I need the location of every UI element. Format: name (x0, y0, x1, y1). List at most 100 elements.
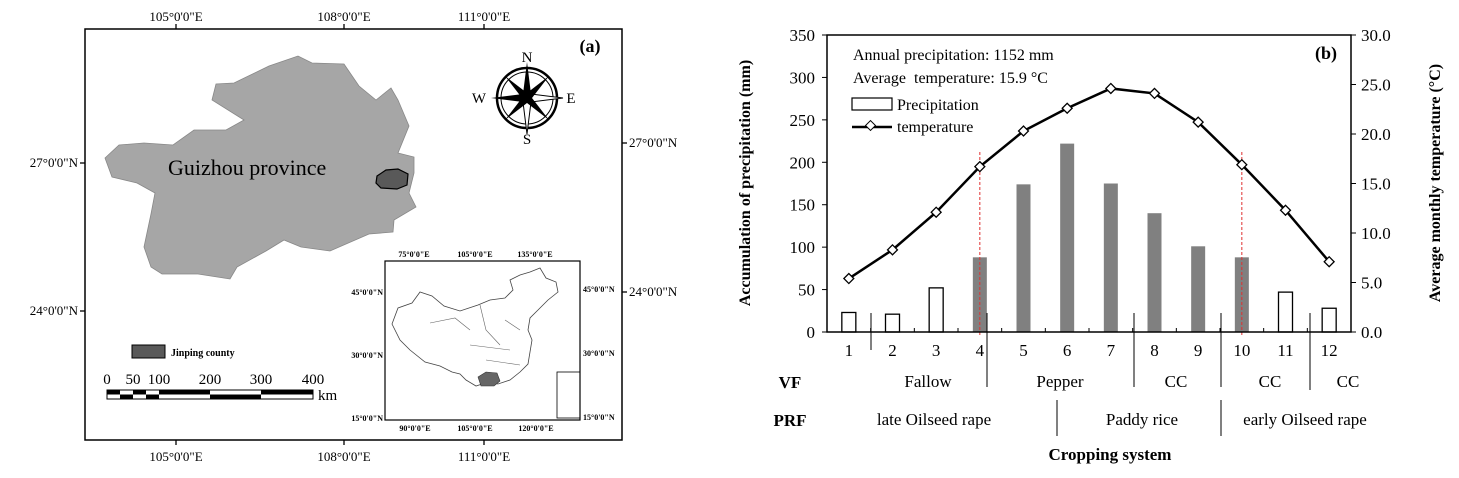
temperature-point (1017, 125, 1030, 137)
map-top-tick: 111°0'0"E (458, 9, 510, 24)
panel-label-a: (a) (580, 36, 601, 57)
left-tick-label: 350 (790, 26, 816, 45)
right-axis-title: Average monthly temperature (°C) (1427, 64, 1444, 302)
plot-frame (826, 34, 1352, 333)
temperature-point (930, 206, 943, 219)
inset-tick: 135°0'0"E (517, 250, 552, 259)
map-top-tick: 108°0'0"E (317, 9, 370, 24)
scale-label: 100 (148, 372, 171, 388)
compass-w: W (472, 91, 487, 107)
left-tick-label: 100 (790, 238, 816, 257)
right-tick-label: 0.0 (1361, 323, 1382, 342)
legend-county-label: Jinping county (171, 348, 235, 359)
jinping-county-shape (375, 168, 409, 190)
inset-tick: 15°0'0"N (351, 414, 383, 423)
left-axis-title: Accumulation of precipitation (mm) (737, 60, 754, 306)
legend-bar-swatch (851, 97, 893, 111)
compass-n: N (522, 50, 533, 66)
precipitation-bar (928, 287, 944, 333)
temperature-point (973, 160, 986, 173)
month-label: 3 (932, 341, 941, 360)
temperature-point (886, 243, 899, 256)
province-label: Guizhou province (168, 155, 326, 180)
map-panel: 105°0'0"E 108°0'0"E 111°0'0"E 105°0'0"E … (30, 9, 678, 464)
right-tick-label: 10.0 (1361, 224, 1391, 243)
map-left-tick: 24°0'0"N (30, 303, 79, 318)
panel-label-b: (b) (1315, 43, 1337, 64)
month-label: 5 (1019, 341, 1028, 360)
inset-tick: 15°0'0"N (583, 413, 615, 422)
temperature-polyline (848, 87, 1331, 280)
temperature-point (1279, 204, 1292, 217)
temperature-point (1192, 116, 1205, 128)
temperature-point (1235, 158, 1248, 171)
precipitation-bars (841, 143, 1337, 333)
vf-cc: CC (1259, 372, 1282, 391)
prf-late-oilseed-rape: late Oilseed rape (877, 410, 991, 429)
inset-tick: 90°0'0"E (399, 424, 430, 433)
month-label: 8 (1150, 341, 1159, 360)
month-labels: 1 2 3 4 5 6 7 8 9 10 11 12 (826, 328, 1338, 360)
scale-label: 300 (250, 372, 273, 388)
legend-temperature: temperature (897, 119, 973, 136)
right-tick-label: 15.0 (1361, 175, 1391, 194)
scale-label: 50 (126, 372, 141, 388)
inset-tick: 75°0'0"E (398, 250, 429, 259)
precipitation-bar (841, 311, 857, 333)
average-temperature-note: Average temperature: 15.9 °C (853, 70, 1048, 87)
precipitation-bar (1277, 291, 1294, 333)
china-inset-map: 75°0'0"E 105°0'0"E 135°0'0"E 90°0'0"E 10… (351, 250, 615, 433)
right-tick-label: 25.0 (1361, 76, 1391, 95)
season-dividers (979, 152, 1243, 335)
inset-tick: 105°0'0"E (457, 424, 492, 433)
month-label: 10 (1233, 341, 1250, 360)
left-tick-label: 0 (807, 323, 816, 342)
precipitation-bar (884, 313, 901, 333)
vf-cc: CC (1165, 372, 1188, 391)
map-left-tick: 27°0'0"N (30, 155, 79, 170)
precipitation-bar (1103, 183, 1118, 332)
left-axis-ticks: 0 50 100 150 200 250 300 350 (790, 26, 827, 342)
map-right-tick: 27°0'0"N (629, 135, 678, 150)
legend-diamond-icon (864, 119, 877, 132)
left-tick-label: 150 (790, 196, 816, 215)
scale-bar: 0 50 100 200 300 400 km (103, 372, 337, 404)
compass-e: E (566, 91, 575, 107)
month-label: 2 (888, 341, 897, 360)
month-label: 12 (1321, 341, 1338, 360)
temperature-point (1148, 87, 1161, 100)
temperature-point (1323, 255, 1336, 268)
precipitation-bar (1060, 143, 1075, 332)
inset-tick: 105°0'0"E (457, 250, 492, 259)
right-tick-label: 30.0 (1361, 26, 1391, 45)
vf-cc: CC (1337, 372, 1360, 391)
annual-precipitation-note: Annual precipitation: 1152 mm (853, 47, 1054, 64)
map-bottom-tick: 111°0'0"E (458, 449, 510, 464)
scale-label: 400 (302, 372, 325, 388)
left-tick-label: 200 (790, 153, 816, 172)
temperature-point (1061, 102, 1074, 115)
legend-precipitation: Precipitation (897, 97, 979, 114)
precipitation-bar (1321, 307, 1337, 333)
left-tick-label: 250 (790, 111, 816, 130)
month-label: 4 (976, 341, 985, 360)
prf-paddy-rice: Paddy rice (1106, 410, 1178, 429)
inset-tick: 120°0'0"E (518, 424, 553, 433)
vf-pepper: Pepper (1036, 372, 1084, 391)
precipitation-bar (1191, 246, 1206, 332)
prf-early-oilseed-rape: early Oilseed rape (1243, 410, 1367, 429)
right-tick-label: 5.0 (1361, 274, 1382, 293)
temperature-point (842, 272, 855, 285)
left-tick-label: 300 (790, 68, 816, 87)
right-tick-label: 20.0 (1361, 125, 1391, 144)
map-frame (84, 28, 623, 441)
month-label: 9 (1194, 341, 1203, 360)
inset-tick: 30°0'0"N (351, 351, 383, 360)
month-label: 11 (1277, 341, 1293, 360)
guizhou-province-shape (104, 55, 417, 280)
inset-tick: 30°0'0"N (583, 349, 615, 358)
month-label: 1 (845, 341, 854, 360)
month-label: 7 (1107, 341, 1116, 360)
